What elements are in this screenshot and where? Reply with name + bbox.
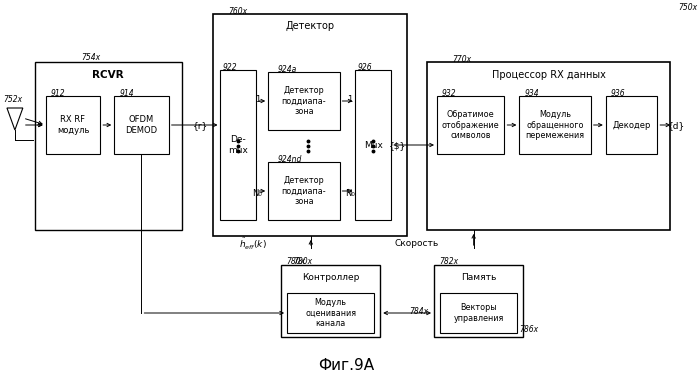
- Text: Процессор RX данных: Процессор RX данных: [491, 70, 605, 80]
- Text: OFDM
DEMOD: OFDM DEMOD: [125, 115, 157, 135]
- Text: De-
mux: De- mux: [229, 135, 248, 155]
- Text: 750x: 750x: [679, 3, 698, 12]
- Text: 1: 1: [347, 95, 352, 104]
- Text: Векторы
управления: Векторы управления: [454, 303, 504, 323]
- Text: 934: 934: [524, 89, 539, 98]
- Bar: [434, 265, 524, 337]
- Text: RCVR: RCVR: [92, 70, 124, 80]
- Bar: [427, 62, 670, 230]
- Text: 780x: 780x: [287, 257, 305, 267]
- Text: RX RF
модуль: RX RF модуль: [57, 115, 89, 135]
- Polygon shape: [7, 108, 23, 130]
- Text: {r}: {r}: [193, 121, 208, 130]
- Text: Память: Память: [461, 273, 496, 282]
- Text: {d}: {d}: [668, 121, 685, 130]
- Text: Детектор: Детектор: [286, 21, 335, 31]
- Text: 782x: 782x: [439, 257, 459, 267]
- Text: Детектор
поддиапа-
зона: Детектор поддиапа- зона: [282, 176, 326, 206]
- Bar: [281, 265, 380, 337]
- Text: 922: 922: [222, 63, 237, 72]
- Bar: [519, 96, 591, 154]
- Text: 786x: 786x: [519, 325, 539, 334]
- Text: 784x: 784x: [410, 308, 428, 317]
- Text: Детектор
поддиапа-
зона: Детектор поддиапа- зона: [282, 86, 326, 116]
- Bar: [606, 96, 657, 154]
- Bar: [213, 14, 407, 236]
- Bar: [437, 96, 505, 154]
- Text: 936: 936: [611, 89, 626, 98]
- Text: Mux: Mux: [364, 141, 383, 150]
- Text: 770x: 770x: [452, 55, 471, 63]
- Text: N₀: N₀: [345, 188, 354, 198]
- Text: 780x: 780x: [294, 256, 312, 265]
- Text: Скорость: Скорость: [395, 239, 439, 248]
- Text: Модуль
обращенного
перемежения: Модуль обращенного перемежения: [526, 110, 584, 140]
- Text: 752x: 752x: [3, 95, 22, 104]
- Text: 754x: 754x: [81, 54, 100, 63]
- Bar: [45, 96, 100, 154]
- Text: 924a: 924a: [278, 64, 297, 74]
- Text: 932: 932: [442, 89, 456, 98]
- Text: Фиг.9А: Фиг.9А: [319, 357, 375, 372]
- Bar: [114, 96, 168, 154]
- Bar: [287, 293, 375, 333]
- Text: 924nd: 924nd: [278, 155, 303, 164]
- Text: Контроллер: Контроллер: [302, 273, 359, 282]
- Text: $\hat{h}_{eff}(k)$: $\hat{h}_{eff}(k)$: [239, 236, 267, 252]
- Bar: [356, 70, 391, 220]
- Bar: [268, 162, 340, 220]
- Text: 912: 912: [50, 89, 65, 98]
- Text: 760x: 760x: [229, 6, 248, 15]
- Text: 1: 1: [256, 95, 261, 104]
- Text: Модуль
оценивания
канала: Модуль оценивания канала: [305, 298, 356, 328]
- Text: 914: 914: [119, 89, 134, 98]
- Text: Декодер: Декодер: [612, 121, 651, 130]
- Bar: [440, 293, 517, 333]
- Text: {$}: {$}: [389, 141, 406, 150]
- Bar: [35, 62, 182, 230]
- Bar: [220, 70, 257, 220]
- Bar: [268, 72, 340, 130]
- Text: 926: 926: [357, 63, 372, 72]
- Text: N₀: N₀: [252, 188, 262, 198]
- Text: Обратимое
отображение
символов: Обратимое отображение символов: [442, 110, 500, 140]
